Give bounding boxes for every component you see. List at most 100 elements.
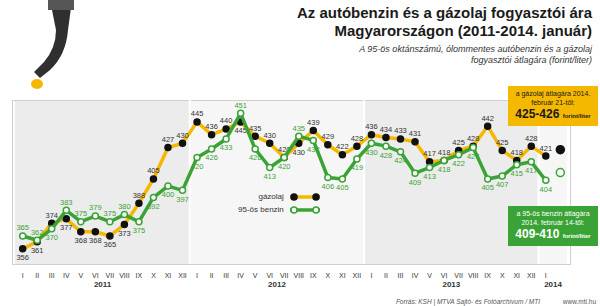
svg-text:417: 417 — [525, 166, 538, 175]
svg-text:436: 436 — [205, 122, 218, 131]
svg-text:407: 407 — [496, 180, 509, 189]
svg-text:422: 422 — [452, 159, 465, 168]
svg-text:432: 432 — [307, 145, 320, 154]
svg-text:451: 451 — [234, 101, 247, 110]
svg-text:IV: IV — [237, 272, 244, 279]
svg-text:XI: XI — [165, 272, 172, 279]
svg-text:II: II — [384, 272, 388, 279]
svg-text:425: 425 — [452, 138, 465, 147]
svg-text:436: 436 — [365, 122, 378, 131]
svg-text:XI: XI — [339, 272, 346, 279]
svg-text:445: 445 — [191, 109, 204, 118]
svg-text:377: 377 — [60, 223, 73, 232]
svg-text:425: 425 — [496, 138, 509, 147]
svg-text:VII: VII — [106, 272, 115, 279]
svg-text:380: 380 — [118, 202, 131, 211]
svg-text:V: V — [253, 272, 258, 279]
svg-text:XI: XI — [513, 272, 520, 279]
svg-text:374: 374 — [45, 211, 58, 220]
svg-text:I: I — [545, 272, 547, 279]
svg-text:II: II — [210, 272, 214, 279]
svg-text:420: 420 — [191, 162, 204, 171]
svg-text:2014: 2014 — [544, 280, 562, 289]
svg-text:392: 392 — [147, 202, 160, 211]
svg-text:III: III — [49, 272, 55, 279]
svg-text:VII: VII — [454, 272, 463, 279]
svg-text:I: I — [370, 272, 372, 279]
svg-text:418: 418 — [438, 165, 451, 174]
svg-text:IX: IX — [136, 272, 143, 279]
svg-text:X: X — [500, 272, 505, 279]
svg-text:373: 373 — [118, 229, 131, 238]
svg-text:439: 439 — [307, 118, 320, 127]
svg-text:362: 362 — [31, 228, 44, 237]
svg-text:426: 426 — [205, 153, 218, 162]
svg-text:442: 442 — [481, 114, 494, 123]
svg-text:I: I — [22, 272, 24, 279]
svg-text:VIII: VIII — [294, 272, 305, 279]
svg-text:II: II — [35, 272, 39, 279]
svg-text:418: 418 — [510, 148, 523, 157]
svg-text:406: 406 — [322, 182, 335, 191]
svg-text:379: 379 — [89, 203, 102, 212]
svg-text:VI: VI — [266, 272, 273, 279]
svg-text:400: 400 — [162, 190, 175, 199]
svg-text:413: 413 — [263, 172, 276, 181]
svg-text:428: 428 — [380, 151, 393, 160]
svg-text:VII: VII — [280, 272, 289, 279]
svg-text:V: V — [78, 272, 83, 279]
svg-text:VIII: VIII — [468, 272, 479, 279]
svg-text:XII: XII — [178, 272, 187, 279]
svg-text:428: 428 — [351, 134, 364, 143]
svg-text:368: 368 — [89, 236, 102, 245]
svg-text:IX: IX — [310, 272, 317, 279]
svg-text:404: 404 — [540, 185, 553, 194]
svg-text:IV: IV — [63, 272, 70, 279]
svg-text:409: 409 — [409, 178, 422, 187]
svg-text:365: 365 — [104, 240, 117, 249]
svg-text:I: I — [196, 272, 198, 279]
svg-text:IX: IX — [484, 272, 491, 279]
svg-text:430: 430 — [293, 148, 306, 157]
svg-text:III: III — [223, 272, 229, 279]
svg-text:426: 426 — [249, 153, 262, 162]
svg-text:420: 420 — [278, 162, 291, 171]
svg-text:428: 428 — [467, 134, 480, 143]
svg-text:415: 415 — [510, 169, 523, 178]
svg-text:2012: 2012 — [268, 280, 286, 289]
svg-text:417: 417 — [423, 149, 436, 158]
svg-text:429: 429 — [322, 132, 335, 141]
svg-text:430: 430 — [365, 148, 378, 157]
svg-text:356: 356 — [16, 253, 29, 262]
svg-text:421: 421 — [540, 144, 553, 153]
svg-text:427: 427 — [162, 135, 175, 144]
svg-text:VIII: VIII — [119, 272, 130, 279]
svg-text:375: 375 — [75, 209, 88, 218]
svg-text:XII: XII — [527, 272, 536, 279]
svg-text:388: 388 — [133, 191, 146, 200]
svg-text:419: 419 — [351, 163, 364, 172]
svg-text:435: 435 — [249, 124, 262, 133]
svg-text:413: 413 — [423, 172, 436, 181]
svg-text:XII: XII — [353, 272, 362, 279]
svg-text:405: 405 — [481, 183, 494, 192]
svg-text:X: X — [151, 272, 156, 279]
svg-text:375: 375 — [133, 226, 146, 235]
svg-text:VI: VI — [441, 272, 448, 279]
svg-text:361: 361 — [31, 246, 44, 255]
svg-text:VI: VI — [92, 272, 99, 279]
svg-text:430: 430 — [176, 131, 189, 140]
svg-text:440: 440 — [220, 116, 233, 125]
svg-text:435: 435 — [293, 124, 306, 133]
svg-text:V: V — [427, 272, 432, 279]
svg-text:365: 365 — [16, 223, 29, 232]
svg-text:IV: IV — [412, 272, 419, 279]
svg-text:427: 427 — [467, 152, 480, 161]
svg-text:370: 370 — [45, 233, 58, 242]
svg-text:2011: 2011 — [94, 280, 112, 289]
svg-text:368: 368 — [75, 236, 88, 245]
svg-text:433: 433 — [394, 126, 407, 135]
svg-text:405: 405 — [336, 183, 349, 192]
svg-text:III: III — [398, 272, 404, 279]
svg-text:397: 397 — [176, 195, 189, 204]
